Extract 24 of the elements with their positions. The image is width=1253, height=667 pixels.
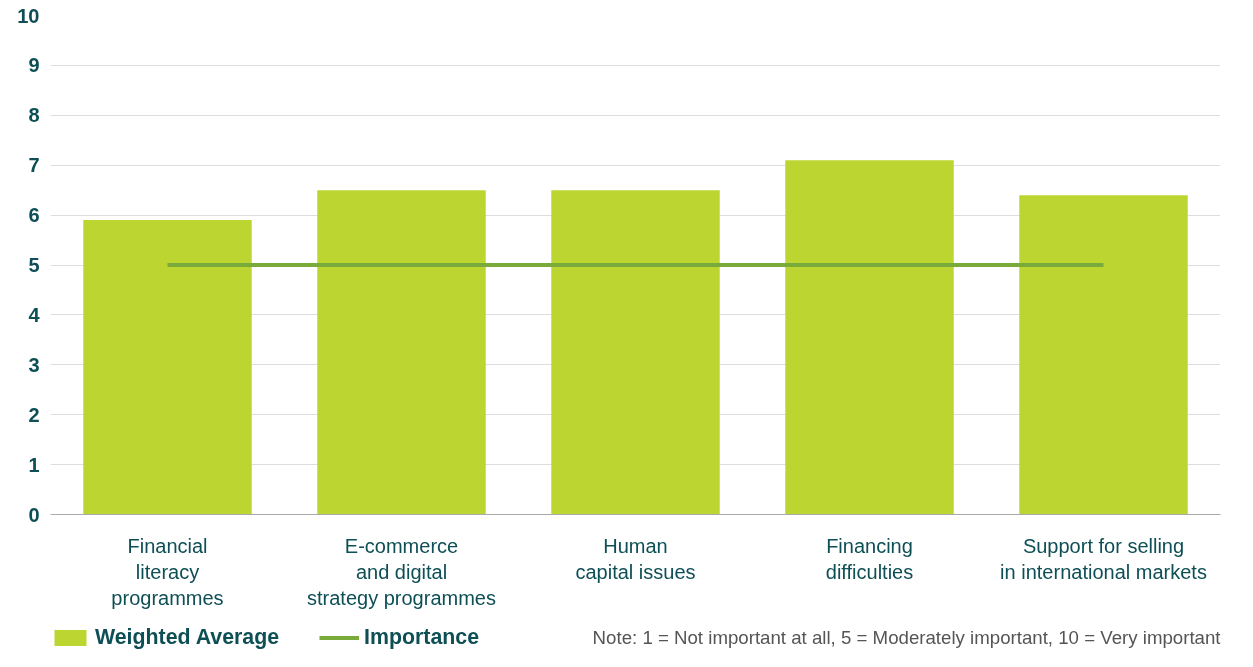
y-tick-label: 9: [28, 54, 40, 77]
y-tick-label: 5: [28, 254, 40, 276]
bar: [317, 190, 486, 515]
y-tick-label: 7: [28, 154, 40, 177]
x-tick-label: Financial literacy programmes: [111, 534, 224, 610]
y-tick-label: 4: [28, 303, 41, 326]
bar: [785, 160, 954, 515]
x-tick-label: E-commerce and digital strategy programmes: [307, 534, 496, 610]
x-tick-label: Human capital issues: [575, 534, 696, 583]
y-tick-label: 2: [28, 403, 40, 426]
y-tick-label: 3: [28, 353, 40, 376]
legend-label: Weighted Average: [95, 624, 280, 650]
y-tick-label: 10: [17, 4, 40, 27]
text: Note: 1 = Not important at all, 5 = Moderately important, 10 = Very important: [592, 627, 1222, 648]
bar: [1019, 195, 1188, 515]
y-tick-label: 0: [28, 503, 40, 526]
y-tick-label: 6: [28, 204, 40, 227]
bar: [83, 220, 252, 515]
x-tick-label: Financing difficulties: [825, 534, 914, 583]
y-tick-label: 1: [28, 453, 40, 476]
bar: [551, 190, 720, 515]
legend-label: Importance: [364, 624, 480, 650]
y-tick-label: 8: [28, 104, 40, 127]
x-tick-label: Support for selling in international markets: [1000, 534, 1207, 583]
